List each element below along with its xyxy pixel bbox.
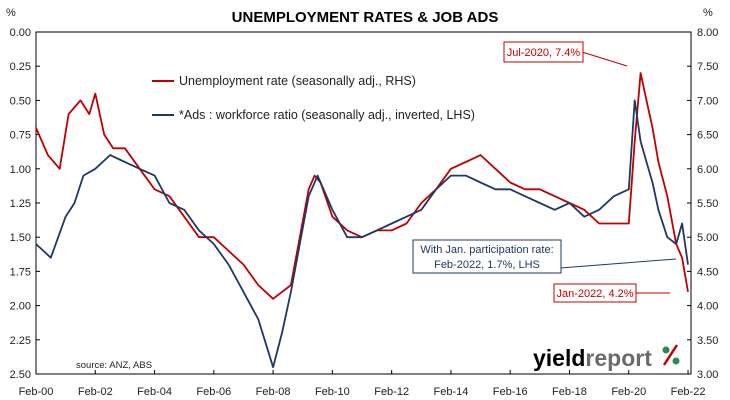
right-tick-label: 6.00 [697,164,718,176]
left-tick-label: 0.75 [10,130,31,142]
left-axis: 0.00 0.25 0.50 0.75 1.00 1.25 1.50 1.75 2.00 2.25… [10,27,40,381]
annotation-jan2022-box [553,283,637,303]
annotation-jul2020: Jul-2020, 7.4% [507,47,581,59]
right-tick-label: 5.50 [697,198,718,210]
series-layer [35,72,689,369]
x-axis: Feb-00 Feb-02 Feb-04 Feb-06 Feb-08 Feb-10 Feb-… [19,370,706,398]
right-tick-label: 5.00 [697,232,718,244]
right-tick-label: 6.50 [697,130,718,142]
annotation-feb2022-line1: With Jan. participation rate: [420,244,553,256]
x-tick-label: Feb-10 [315,386,350,398]
logo-part-report: report [585,345,652,371]
source-note: source: ANZ, ABS [76,360,152,371]
chart-title: UNEMPLOYMENT RATES & JOB ADS [232,9,499,26]
x-tick-label: Feb-22 [671,386,706,398]
right-axis-unit: % [703,7,713,19]
legend-label-ads: *Ads : workforce ratio (seasonally adj.,… [179,108,475,122]
left-tick-label: 2.25 [10,335,31,347]
annotation-jul2020-leader [581,51,628,67]
x-tick-label: Feb-14 [434,386,469,398]
x-tick-label: Feb-04 [137,386,172,398]
left-tick-label: 1.00 [10,164,31,176]
left-axis-unit: % [6,7,16,19]
annotation-jan2022: Jan-2022, 4.2% [556,288,633,300]
x-tick-label: Feb-00 [19,386,54,398]
x-tick-label: Feb-06 [196,386,231,398]
right-tick-label: 4.00 [697,301,718,313]
right-tick-label: 7.00 [697,95,718,107]
x-tick-label: Feb-08 [256,386,291,398]
left-tick-label: 1.25 [10,198,31,210]
logo-part-yield: yield [533,345,585,371]
left-tick-label: 2.50 [10,369,31,381]
annotation-jul2020-box [503,41,584,63]
annotation-feb2022-leader [559,258,677,269]
right-tick-label: 3.50 [697,335,718,347]
annotation-feb2022-line2: Feb-2022, 1.7%, LHS [434,259,540,271]
x-tick-label: Feb-02 [78,386,113,398]
series-line-ads [35,99,689,369]
right-tick-label: 4.50 [697,266,718,278]
right-tick-label: 8.00 [697,27,718,39]
right-axis: 8.00 7.50 7.00 6.50 6.00 5.50 5.00 4.50 4.00 3.50… [687,27,718,381]
legend-label-unemployment: Unemployment rate (seasonally adj., RHS) [179,74,416,88]
yieldreport-logo: yieldreport [533,345,652,371]
logo-percent-icon [662,344,680,366]
right-tick-label: 3.00 [697,369,718,381]
x-tick-label: Feb-12 [374,386,409,398]
left-tick-label: 0.00 [10,27,31,39]
left-tick-label: 1.75 [10,266,31,278]
left-tick-label: 0.50 [10,95,31,107]
left-tick-label: 0.25 [10,61,31,73]
series-line-unemployment [35,72,689,300]
right-tick-label: 7.50 [697,61,718,73]
x-tick-label: Feb-16 [493,386,528,398]
left-tick-label: 2.00 [10,301,31,313]
x-tick-label: Feb-18 [552,386,587,398]
x-tick-label: Feb-20 [611,386,646,398]
annotation-feb2022-box [412,239,562,274]
left-tick-label: 1.50 [10,232,31,244]
